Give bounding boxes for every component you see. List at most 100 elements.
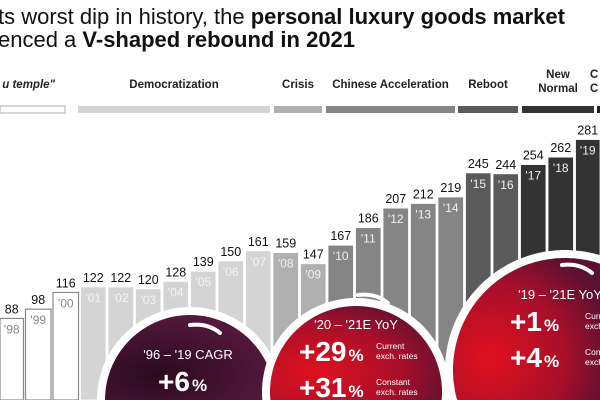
bar-group: 116'00 [52,276,80,400]
period-bar [274,106,322,113]
year-label: '09 [305,268,321,282]
period-label: Democratization [129,79,218,91]
callout-note: Constant [376,377,411,387]
callout-label: '20 – '21E YoY [314,317,398,332]
value-label: 139 [193,255,214,269]
period-band: Chinese Acceleration [326,79,455,113]
value-label: 245 [468,157,489,171]
title-bold-text: V-shaped rebound in 2021 [82,27,356,52]
callout-note: exch. rates [376,351,418,361]
value-label: 186 [358,212,379,226]
callout-unit: % [349,382,364,400]
year-label: '07 [250,255,266,269]
year-label: '13 [415,207,431,221]
year-label: '19 [580,144,596,158]
callout-circle: '96 – '19 CAGR+6% [97,307,283,400]
period-band: u temple" [0,79,66,114]
chart-title-line-1: ts worst dip in history, the personal lu… [0,5,565,29]
period-label: Normal [538,83,578,95]
value-label: 122 [83,271,104,285]
callouts: '96 – '19 CAGR+6 %'20 – '21E YoY+29% Curre… [97,250,600,400]
period-bar [0,105,66,114]
period-bar [458,106,518,113]
callout-note: Current [585,311,600,321]
title-text: ts worst dip in history, the [0,4,251,29]
year-label: '06 [223,265,239,279]
callout-note: Constant [585,347,600,357]
value-label: 116 [56,276,76,290]
value-label: 212 [413,187,434,201]
year-label: '02 [113,291,129,305]
bar [52,291,80,400]
callout-note: exch. rates [585,321,600,331]
callout-label: '96 – '19 CAGR [143,347,233,362]
callout-unit: % [192,376,207,395]
bar [24,308,52,400]
value-label: 120 [138,273,159,287]
period-band: Reboot [458,79,518,113]
chart-title-line-2: enced a V-shaped rebound in 2021 [0,28,355,52]
value-label: 219 [440,181,461,195]
callout-unit: % [349,346,364,365]
period-bar [78,106,270,113]
value-label: 254 [523,149,544,163]
period-label: C [590,83,598,95]
period-label: u temple" [2,79,55,91]
value-label: 167 [330,229,351,243]
callout-label: '19 – '21E YoY [518,287,600,302]
callout-note: exch. rates [585,357,600,367]
title-text: enced a [0,27,83,52]
value-label: 281 [577,124,598,138]
year-label: '03 [140,293,156,307]
callout-disc [270,306,442,400]
year-label: '98 [4,322,20,336]
period-band: New Normal [522,69,594,113]
callout-unit: % [544,316,559,335]
year-label: '00 [58,296,74,310]
year-label: '17 [525,169,541,183]
year-label: '12 [388,212,404,226]
year-label: '99 [30,313,46,327]
year-label: '01 [85,291,101,305]
value-label: 207 [385,192,406,206]
title-bold-text: personal luxury goods market [250,4,565,29]
value-label: 161 [248,235,269,249]
value-label: 128 [165,265,186,279]
bar-group: 98'99 [24,293,52,400]
callout-note: exch. rates [376,387,418,397]
value-label: 122 [110,271,131,285]
period-label: Reboot [468,79,508,91]
arc-decoration-icon [560,262,594,275]
value-label: 98 [31,293,45,307]
value-label: 150 [220,245,241,259]
year-label: '16 [498,178,514,192]
period-label: C [590,69,598,81]
year-label: '04 [168,285,184,299]
value-label: 262 [550,141,571,155]
period-label: New [546,69,570,81]
callout-disc [453,258,600,400]
value-label: 147 [303,248,324,262]
period-bar [597,106,600,113]
period-band: Democratization [78,79,270,113]
callout-unit: % [544,352,559,371]
arc-decoration-icon [356,292,390,305]
year-label: '18 [553,161,569,175]
year-label: '11 [361,232,376,246]
callout-note: Current [376,341,405,351]
year-label: '05 [195,275,211,289]
value-label: 88 [5,302,19,316]
period-band: CC [590,69,600,113]
period-label: Chinese Acceleration [332,79,449,91]
period-bar [522,106,594,113]
value-label: 244 [495,158,516,172]
value-label: 159 [275,237,296,251]
year-label: '10 [333,249,349,263]
callout-disc [105,315,275,400]
bar [0,317,25,400]
bar-group: 88'98 [0,302,25,400]
year-label: '14 [443,201,459,215]
